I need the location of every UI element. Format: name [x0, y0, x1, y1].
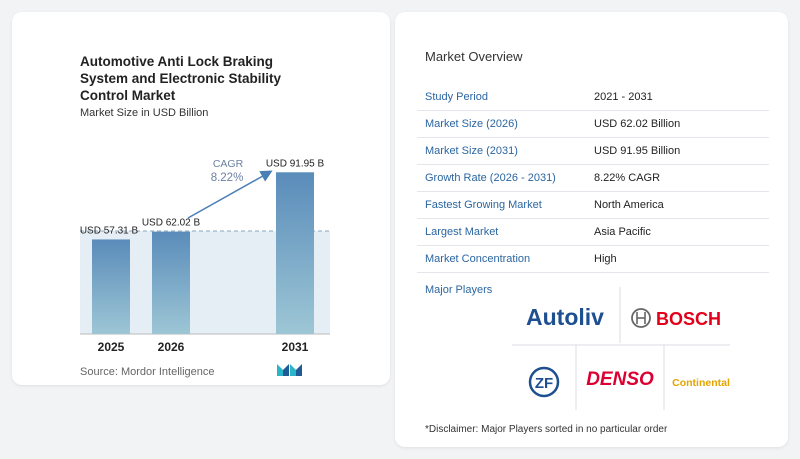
overview-card [395, 12, 788, 447]
cagr-value: 8.22% [211, 172, 244, 184]
overview-key: Market Size (2026) [425, 118, 518, 130]
cagr-arrow [187, 170, 273, 219]
overview-row: Market Concentration High [417, 246, 769, 273]
continental-logo: Continental [672, 377, 730, 389]
chart-title: Automotive Anti Lock Braking System and … [80, 54, 282, 103]
overview-value: USD 91.95 Billion [594, 145, 681, 157]
overview-key: Study Period [425, 91, 488, 103]
bar-value-label: USD 57.31 B [80, 225, 139, 236]
bar-2025 [92, 239, 130, 334]
overview-value: North America [594, 199, 664, 211]
bar-value-label: USD 91.95 B [266, 158, 325, 169]
x-tick-label: 2026 [158, 340, 185, 354]
cagr-label: CAGR [213, 158, 244, 170]
overview-value: USD 62.02 Billion [594, 118, 681, 130]
overview-row: Market Size (2031) USD 91.95 Billion [417, 138, 769, 165]
overview-key: Growth Rate (2026 - 2031) [425, 172, 556, 184]
x-tick-label: 2031 [282, 340, 309, 354]
autoliv-logo: Autoliv [526, 304, 604, 330]
chart-subtitle: Market Size in USD Billion [80, 107, 209, 119]
overview-value: Asia Pacific [594, 226, 651, 238]
mordor-intelligence-logo [277, 364, 302, 376]
overview-key: Largest Market [425, 226, 499, 238]
overview-row: Growth Rate (2026 - 2031) 8.22% CAGR [417, 165, 769, 192]
disclaimer: *Disclaimer: Major Players sorted in no … [425, 424, 668, 435]
overview-value: High [594, 253, 617, 265]
overview-table: Study Period 2021 - 2031 Market Size (20… [417, 84, 769, 273]
overview-value: 2021 - 2031 [594, 91, 653, 103]
source-note: Source: Mordor Intelligence [80, 366, 215, 378]
overview-key: Market Concentration [425, 253, 531, 265]
bosch-logo-text: BOSCH [656, 309, 721, 329]
overview-title: Market Overview [425, 49, 523, 64]
overview-row: Fastest Growing Market North America [417, 192, 769, 219]
overview-key: Market Size (2031) [425, 145, 518, 157]
overview-value: 8.22% CAGR [594, 172, 661, 184]
overview-key: Fastest Growing Market [425, 199, 542, 211]
zf-logo [528, 366, 560, 398]
bosch-logo [631, 308, 651, 328]
bar-2026 [152, 231, 190, 334]
overview-row: Study Period 2021 - 2031 [417, 84, 769, 111]
bar-2031 [276, 172, 314, 334]
overview-row: Market Size (2026) USD 62.02 Billion [417, 111, 769, 138]
major-players-title: Major Players [425, 284, 493, 296]
denso-logo: DENSO [586, 369, 654, 390]
zf-logo-text: ZF [535, 375, 553, 392]
x-tick-label: 2025 [98, 340, 125, 354]
bar-value-label: USD 62.02 B [142, 218, 201, 229]
overview-row: Largest Market Asia Pacific [417, 219, 769, 246]
